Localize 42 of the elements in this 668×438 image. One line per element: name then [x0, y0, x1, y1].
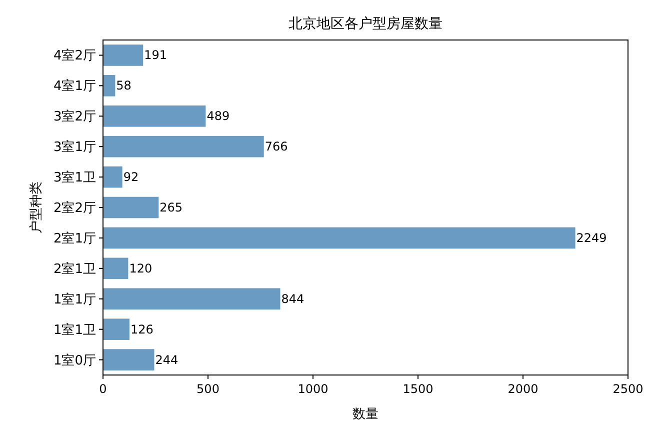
- bar: [103, 166, 122, 188]
- data-label: 120: [129, 261, 152, 276]
- data-label: 191: [144, 48, 168, 62]
- bar: [103, 136, 264, 158]
- y-tick-label: 1室0厅: [53, 352, 96, 368]
- data-label: 244: [155, 352, 178, 367]
- y-tick-label: 3室2厅: [53, 108, 96, 125]
- bar: [103, 349, 154, 370]
- y-tick-label: 3室1厅: [53, 139, 96, 156]
- chart-title: 北京地区各户型房屋数量: [288, 16, 442, 32]
- data-label: 766: [264, 140, 288, 154]
- bar: [103, 227, 576, 249]
- x-tick-label: 500: [196, 382, 220, 396]
- bar: [103, 196, 159, 218]
- x-tick-label: 2000: [508, 382, 538, 396]
- bar: [103, 75, 116, 96]
- data-label: 92: [123, 170, 139, 184]
- y-tick-label: 4室1厅: [53, 78, 96, 94]
- x-axis-title: 数量: [352, 407, 378, 422]
- bar: [103, 258, 128, 280]
- data-label: 2249: [576, 230, 607, 245]
- x-tick-label: 0: [99, 382, 107, 396]
- data-label: 489: [206, 109, 230, 124]
- x-tick-label: 1500: [402, 382, 434, 396]
- y-axis-title: 户型种类: [29, 182, 44, 234]
- x-tick-label: 1000: [298, 382, 328, 396]
- data-label: 844: [281, 292, 304, 306]
- x-tick-label: 2500: [612, 382, 644, 396]
- data-label: 126: [130, 322, 154, 336]
- y-tick-label: 1室1厅: [53, 291, 96, 308]
- y-tick-label: 2室2厅: [53, 200, 96, 216]
- y-tick-label: 3室1卫: [53, 170, 96, 186]
- data-label: 58: [116, 78, 132, 93]
- bar: [103, 318, 130, 340]
- bar: [103, 105, 206, 127]
- bar: [103, 44, 144, 66]
- data-label: 265: [160, 200, 183, 214]
- y-tick-label: 1室1卫: [53, 322, 96, 338]
- y-tick-label: 4室2厅: [53, 48, 96, 64]
- bar: [103, 288, 280, 310]
- y-tick-label: 2室1卫: [53, 260, 96, 277]
- y-tick-label: 2室1厅: [53, 230, 96, 246]
